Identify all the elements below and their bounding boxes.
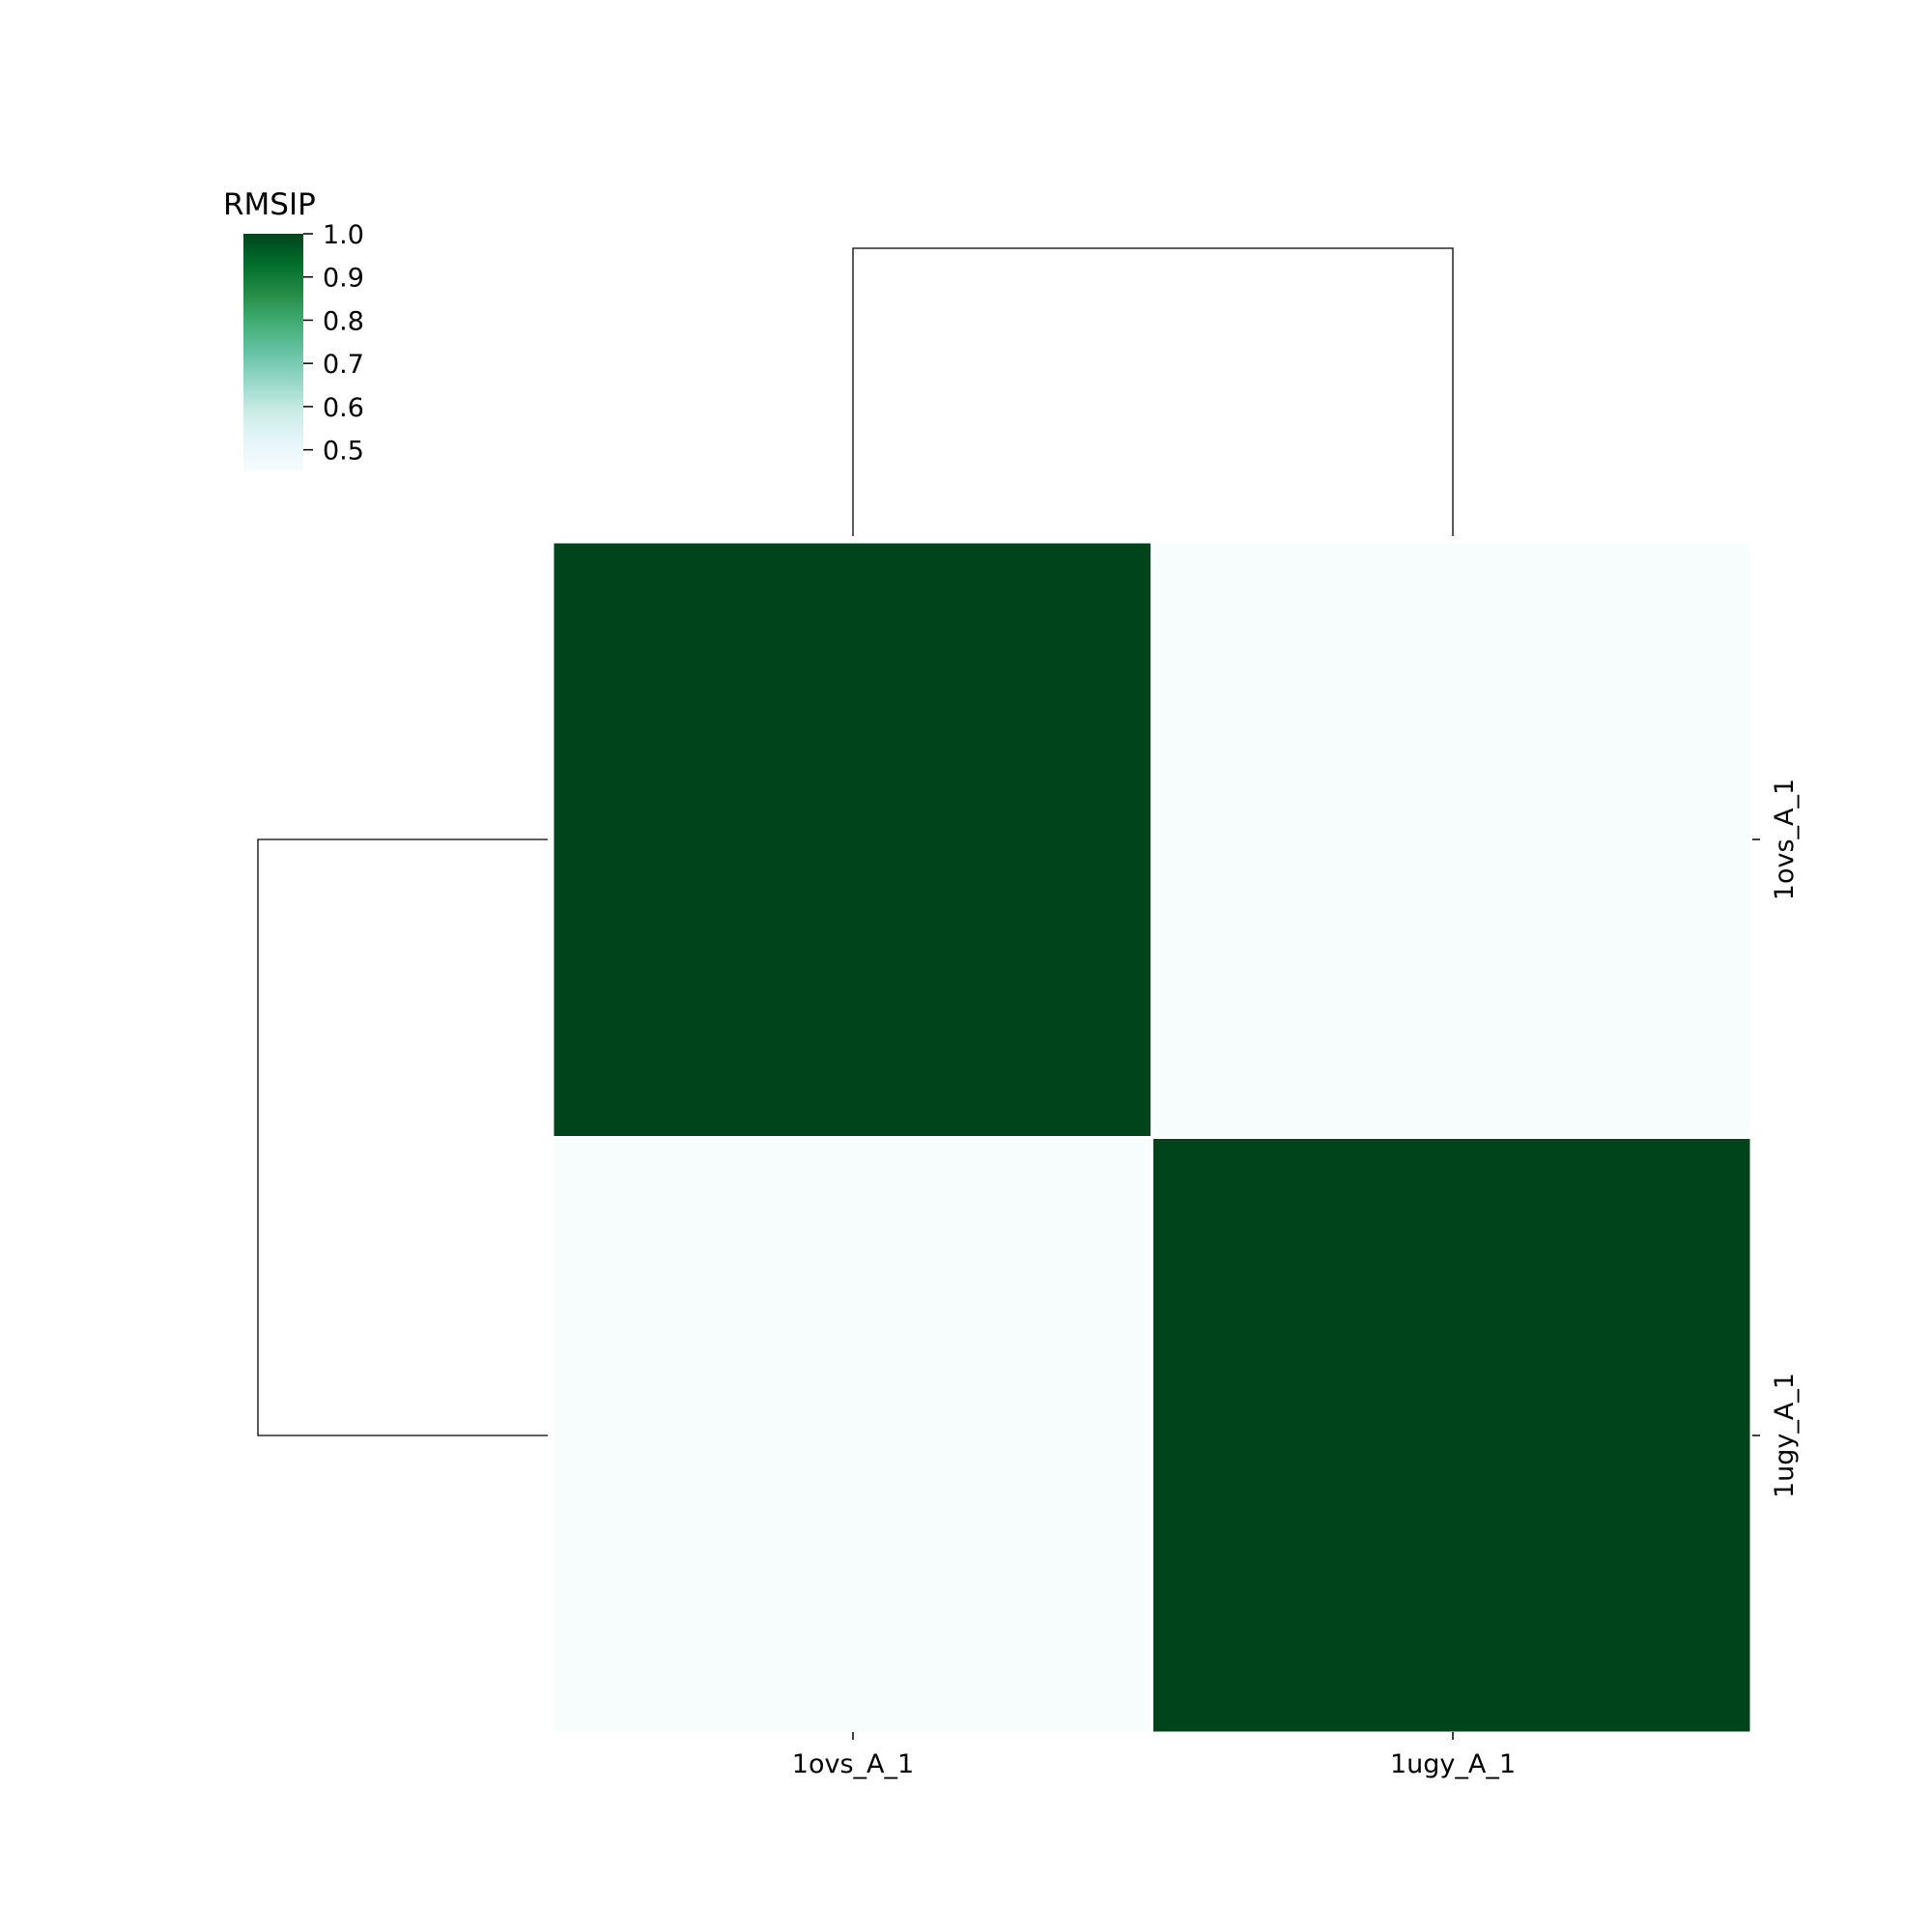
colorbar-tick-label: 0.8 — [323, 306, 364, 336]
row-dendrogram — [257, 838, 548, 1436]
colorbar-tick-label: 0.6 — [323, 393, 364, 423]
colorbar-gradient — [243, 234, 303, 471]
y-axis: 1ovs_A_1 1ugy_A_1 — [1752, 779, 1800, 1498]
heatmap-cell — [1151, 540, 1753, 1139]
heatmap-cell — [551, 1136, 1153, 1735]
colorbar-tick-label: 0.5 — [323, 437, 364, 467]
column-dendrogram — [852, 247, 1454, 536]
x-tick-label: 1ovs_A_1 — [792, 1749, 914, 1779]
x-axis: 1ovs_A_1 1ugy_A_1 — [792, 1732, 1516, 1779]
y-tick-label: 1ovs_A_1 — [1770, 779, 1800, 900]
colorbar: RMSIP 1.0 0.9 0.8 0.7 0.6 0.5 — [223, 187, 364, 471]
colorbar-tick-label: 1.0 — [323, 220, 364, 250]
colorbar-label: RMSIP — [223, 187, 316, 222]
heatmap-grid — [551, 540, 1753, 1735]
heatmap-cell — [551, 540, 1153, 1139]
colorbar-tick-label: 0.7 — [323, 350, 364, 380]
colorbar-tick-label: 0.9 — [323, 264, 364, 294]
heatmap-cell — [1151, 1136, 1753, 1735]
y-tick-label: 1ugy_A_1 — [1770, 1373, 1800, 1498]
x-tick-label: 1ugy_A_1 — [1390, 1749, 1516, 1779]
